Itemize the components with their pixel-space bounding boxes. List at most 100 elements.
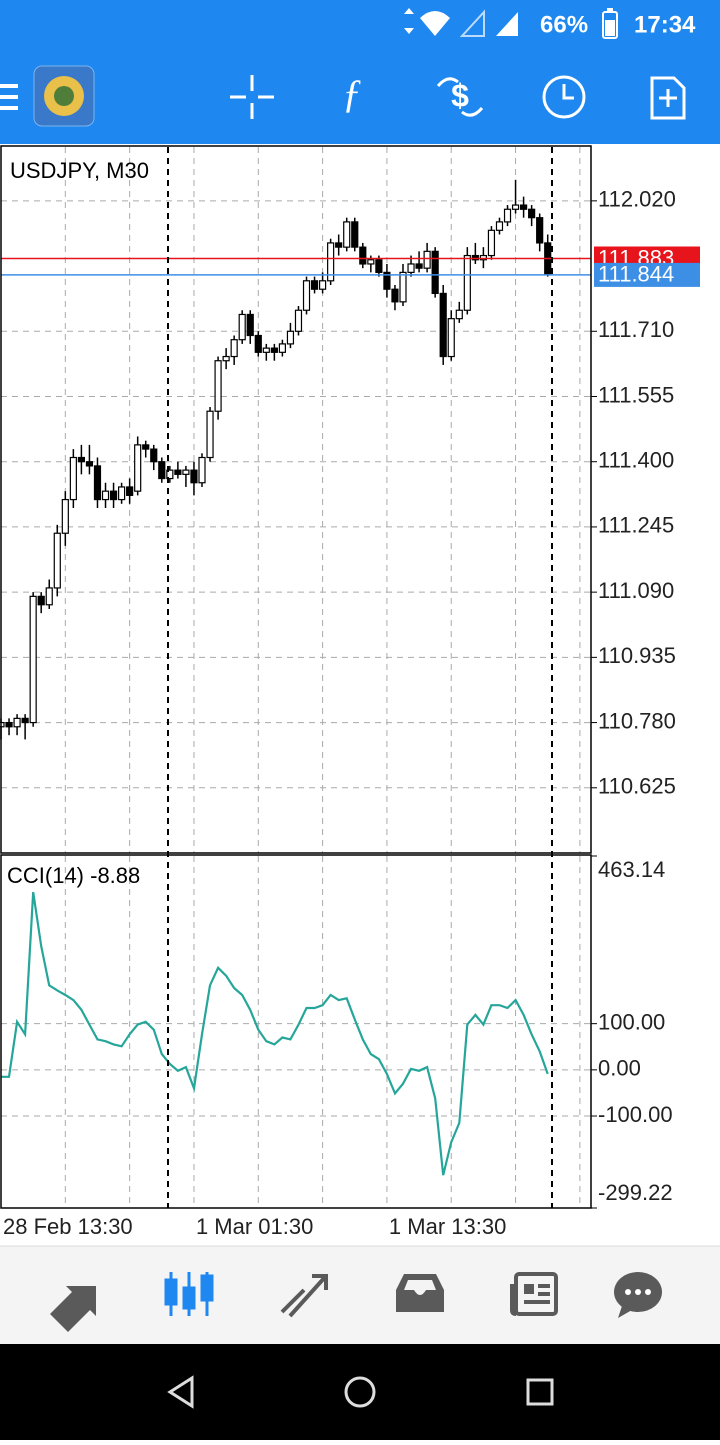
candle-body [423,250,431,269]
price-label-box [594,262,700,287]
candle-body [109,490,118,501]
candle-body [69,456,77,501]
chat-tab[interactable] [614,1272,662,1318]
candle-body [367,259,375,265]
candle-body [37,595,45,606]
news-tab[interactable] [510,1272,558,1316]
candle-body [53,532,61,589]
candle-body [126,486,134,496]
history-tab[interactable] [396,1274,444,1312]
candle-body [61,498,69,534]
y-tick-label: 110.935 [598,643,676,668]
candle-body [455,309,463,320]
indicator-panel-border [0,854,592,1209]
candle-body [359,246,367,265]
x-tick-label: 28 Feb 13:30 [3,1214,133,1239]
y-tick-label: 100.00 [598,1009,665,1034]
candle-body [286,330,295,345]
candle-body [503,208,512,223]
price-label: 111.844 [598,262,674,287]
candle-body [5,721,13,728]
candle-body [13,717,21,728]
period-button[interactable] [542,75,586,119]
app-logo[interactable] [33,65,95,127]
candle-body [495,221,504,231]
candle-body [343,221,351,248]
menu-button[interactable] [0,84,18,110]
trade-button[interactable]: $ [436,77,484,117]
home-button[interactable] [344,1376,376,1408]
clock: 17:34 [634,11,696,38]
crosshair-button[interactable] [230,75,274,119]
candle-body [479,254,487,261]
candle-body [463,254,471,311]
candle-body [487,229,496,257]
y-tick-label: 111.555 [598,382,674,407]
y-tick-label: 110.780 [598,708,676,733]
y-tick-label: 110.625 [598,774,676,799]
candle-body [471,254,479,261]
chart-title: USDJPY, M30 [10,158,149,183]
price-panel-border [0,145,592,854]
candle-body [238,313,246,341]
candle-body [399,271,407,303]
candle-body [85,461,94,467]
candle-body [536,217,544,244]
chart-window [0,144,720,1246]
candle-body [190,469,198,484]
candle-body [439,292,447,358]
candle-body [310,280,319,290]
svg-text:$: $ [451,77,469,113]
candle-body [335,242,343,248]
candle-body [351,221,359,248]
y-tick-label: 112.020 [598,187,676,212]
quotes-tab[interactable] [50,1286,96,1332]
candle-body [431,250,439,295]
status-icons [404,8,618,39]
y-tick-label: 111.710 [598,317,674,342]
candle-body [262,347,270,353]
system-nav [0,1344,720,1440]
indicator-title: CCI(14) -8.88 [7,863,140,888]
candle-body [117,486,126,501]
indicators-button[interactable]: ƒ [342,71,362,116]
candle-body [93,465,102,501]
y-tick-label: -299.22 [598,1180,673,1205]
recents-button[interactable] [526,1378,554,1406]
candle-body [214,360,222,412]
candle-body [294,309,303,332]
candle-body [222,355,230,362]
x-tick-label: 1 Mar 01:30 [196,1214,313,1239]
candle-body [327,242,335,282]
candle-body [383,271,391,290]
candle-body [101,490,110,501]
candle-body [407,263,415,273]
y-tick-label: 111.245 [598,513,674,538]
candle-body [45,587,53,606]
candle-body [391,288,399,303]
trade-tab[interactable] [280,1274,328,1318]
candle-body [447,318,455,358]
back-button[interactable] [167,1375,194,1409]
candle-body [415,263,423,269]
candle-body [21,717,29,724]
candle-body [246,313,254,337]
candle-body [254,334,262,353]
candle-body [29,595,37,724]
y-tick-label: 111.400 [598,448,674,473]
indicator-line [1,891,549,1176]
y-tick-label: 111.090 [598,578,674,603]
battery-level: 66% [540,11,588,38]
y-tick-label: 463.14 [598,857,665,882]
candle-body [150,448,158,463]
x-tick-label: 1 Mar 13:30 [389,1214,506,1239]
candle-body [158,461,166,480]
candle-body [511,204,520,210]
chart-tab[interactable] [164,1272,214,1316]
candle-body [206,410,214,459]
candle-body [77,456,86,463]
bottom-nav [0,1246,720,1344]
y-tick-label: -100.00 [598,1102,673,1127]
new-order-button[interactable] [650,76,686,120]
candle-body [166,469,174,480]
